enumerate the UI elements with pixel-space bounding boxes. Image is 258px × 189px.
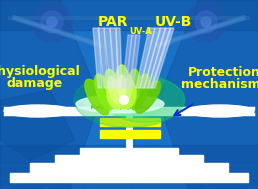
Polygon shape <box>0 90 75 160</box>
Bar <box>80 148 178 155</box>
Text: Marchantia polymorpha: Marchantia polymorpha <box>91 105 149 109</box>
Ellipse shape <box>107 79 127 109</box>
Polygon shape <box>148 28 171 88</box>
Circle shape <box>186 2 226 42</box>
Ellipse shape <box>118 75 126 97</box>
Circle shape <box>195 11 217 33</box>
Circle shape <box>41 11 63 33</box>
Bar <box>0 145 258 189</box>
Ellipse shape <box>131 74 149 110</box>
Ellipse shape <box>84 97 156 109</box>
Text: damage: damage <box>7 77 63 91</box>
Text: UV-B: UV-B <box>154 15 192 29</box>
Ellipse shape <box>108 76 120 104</box>
Polygon shape <box>123 35 132 88</box>
Circle shape <box>32 2 72 42</box>
Bar <box>5 108 253 114</box>
Bar <box>0 0 258 30</box>
Bar <box>30 163 228 173</box>
Polygon shape <box>116 28 122 88</box>
Ellipse shape <box>76 95 164 113</box>
Polygon shape <box>0 0 100 189</box>
Circle shape <box>201 17 211 27</box>
Circle shape <box>119 95 128 105</box>
Bar <box>100 118 160 126</box>
Ellipse shape <box>135 81 160 113</box>
Ellipse shape <box>122 75 133 103</box>
Polygon shape <box>104 28 114 88</box>
Ellipse shape <box>105 77 185 122</box>
Polygon shape <box>140 28 161 88</box>
Ellipse shape <box>118 79 136 109</box>
Polygon shape <box>93 28 102 88</box>
Polygon shape <box>110 28 119 88</box>
Text: PAR: PAR <box>98 15 128 29</box>
Text: Physiological: Physiological <box>0 66 81 78</box>
Ellipse shape <box>186 105 254 117</box>
Ellipse shape <box>74 73 184 128</box>
Bar <box>10 173 248 182</box>
Circle shape <box>47 17 57 27</box>
Ellipse shape <box>85 79 109 115</box>
Ellipse shape <box>4 105 72 117</box>
Text: UV-A: UV-A <box>130 28 152 36</box>
Ellipse shape <box>105 69 119 105</box>
Text: Protection: Protection <box>188 66 258 78</box>
Ellipse shape <box>95 74 113 110</box>
Polygon shape <box>136 28 155 88</box>
Polygon shape <box>151 28 174 88</box>
Polygon shape <box>98 28 108 88</box>
Polygon shape <box>131 35 140 88</box>
Polygon shape <box>144 28 166 88</box>
Bar <box>55 155 203 163</box>
Polygon shape <box>158 0 258 189</box>
Ellipse shape <box>115 65 129 103</box>
Bar <box>100 130 160 138</box>
Polygon shape <box>126 35 136 88</box>
Text: mechanisms: mechanisms <box>181 77 258 91</box>
Ellipse shape <box>108 92 163 118</box>
Ellipse shape <box>125 69 139 105</box>
